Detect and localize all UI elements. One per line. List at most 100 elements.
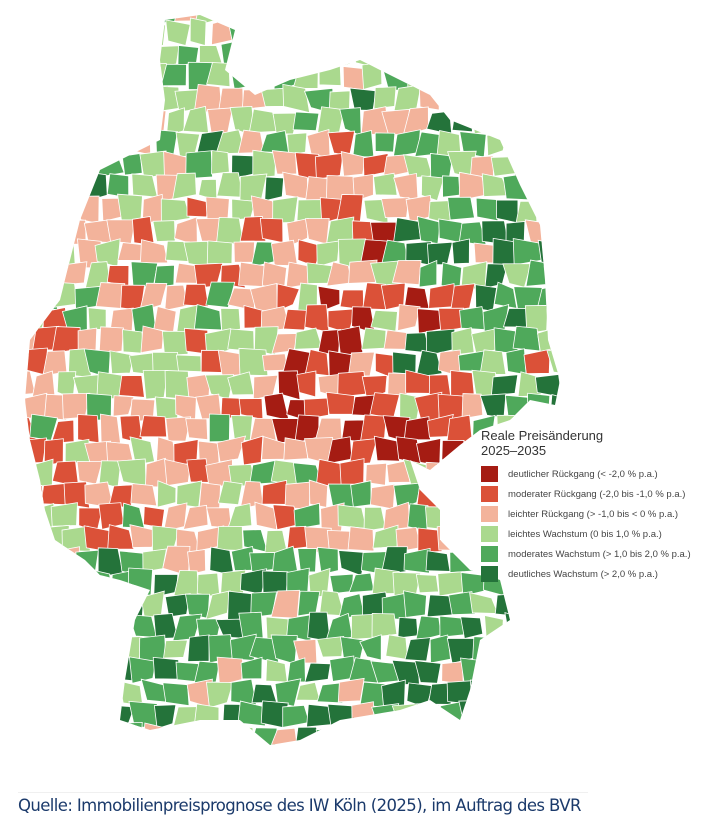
district-region [457, 15, 487, 24]
district-region [119, 721, 143, 745]
district-region [117, 65, 145, 90]
district-region [73, 589, 102, 620]
district-region [94, 680, 124, 707]
district-region [426, 241, 453, 266]
district-region [380, 546, 408, 576]
district-region [186, 458, 210, 483]
district-region [25, 636, 37, 662]
district-region [216, 435, 247, 463]
district-region [173, 744, 202, 745]
district-region [96, 637, 124, 663]
district-region [241, 744, 265, 745]
district-region [558, 21, 560, 43]
district-region [529, 131, 553, 156]
district-region [186, 196, 209, 218]
district-region [264, 176, 285, 202]
district-region [0, 305, 21, 334]
district-region [484, 614, 504, 638]
district-region [525, 748, 549, 772]
district-region [573, 87, 598, 113]
district-region [475, 197, 499, 222]
district-region [327, 703, 357, 727]
district-region [107, 44, 135, 68]
district-region [304, 662, 331, 683]
district-region [415, 574, 439, 594]
district-region [417, 527, 443, 553]
district-region [462, 749, 485, 771]
district-region [57, 591, 82, 621]
district-region [40, 217, 66, 242]
district-region [172, 172, 197, 200]
district-region [161, 330, 189, 356]
district-region [153, 704, 177, 730]
district-region [506, 134, 532, 158]
district-region [415, 349, 443, 379]
district-region [129, 749, 158, 770]
district-region [513, 150, 539, 180]
district-region [515, 682, 543, 703]
district-region [139, 150, 168, 179]
district-region [251, 683, 278, 704]
district-region [446, 17, 477, 48]
district-region [376, 750, 399, 769]
district-region [127, 86, 153, 109]
district-region [525, 15, 549, 24]
district-region [25, 704, 49, 728]
district-region [30, 458, 54, 488]
district-region [449, 502, 476, 532]
district-region [506, 701, 531, 727]
district-region [471, 17, 500, 44]
district-regions [0, 0, 608, 772]
district-region [504, 612, 532, 643]
district-region [569, 0, 594, 23]
district-region [414, 44, 445, 64]
district-region [440, 42, 463, 67]
legend-swatch [481, 466, 498, 482]
district-region [249, 64, 276, 88]
district-region [361, 327, 387, 350]
district-region [216, 525, 244, 551]
district-region [451, 238, 470, 265]
district-region [559, 328, 560, 353]
district-region [130, 483, 158, 507]
district-region [396, 15, 423, 27]
district-region [25, 570, 44, 598]
district-region [501, 46, 531, 68]
district-region [63, 570, 88, 594]
district-region [580, 727, 607, 751]
district-region [140, 239, 169, 264]
district-region [206, 240, 233, 265]
district-region [238, 261, 266, 288]
district-region [237, 700, 266, 727]
district-region [526, 172, 553, 201]
district-region [97, 590, 126, 616]
district-region [395, 436, 422, 465]
district-region [429, 634, 451, 664]
legend-title-line1: Reale Preisänderung [481, 428, 604, 443]
district-region [100, 20, 125, 49]
district-region [359, 414, 387, 443]
district-region [524, 39, 548, 67]
district-region [472, 636, 500, 664]
district-region [304, 218, 330, 245]
district-region [46, 176, 71, 201]
district-region [581, 326, 608, 349]
district-region [25, 485, 45, 511]
district-region [25, 218, 48, 244]
district-region [118, 18, 147, 47]
district-region [470, 63, 497, 90]
district-region [209, 546, 235, 577]
district-region [295, 681, 321, 701]
district-region [107, 128, 133, 154]
district-region [87, 307, 107, 330]
district-region [316, 682, 346, 704]
district-region [35, 589, 59, 619]
district-region [385, 634, 409, 661]
legend-label: leichter Rückgang (> -1,0 bis < 0 % p.a.… [508, 508, 679, 520]
district-region [107, 615, 134, 640]
district-region [449, 464, 478, 486]
district-region [53, 636, 79, 662]
district-region [358, 18, 384, 42]
district-region [176, 480, 203, 508]
district-region [111, 83, 131, 112]
